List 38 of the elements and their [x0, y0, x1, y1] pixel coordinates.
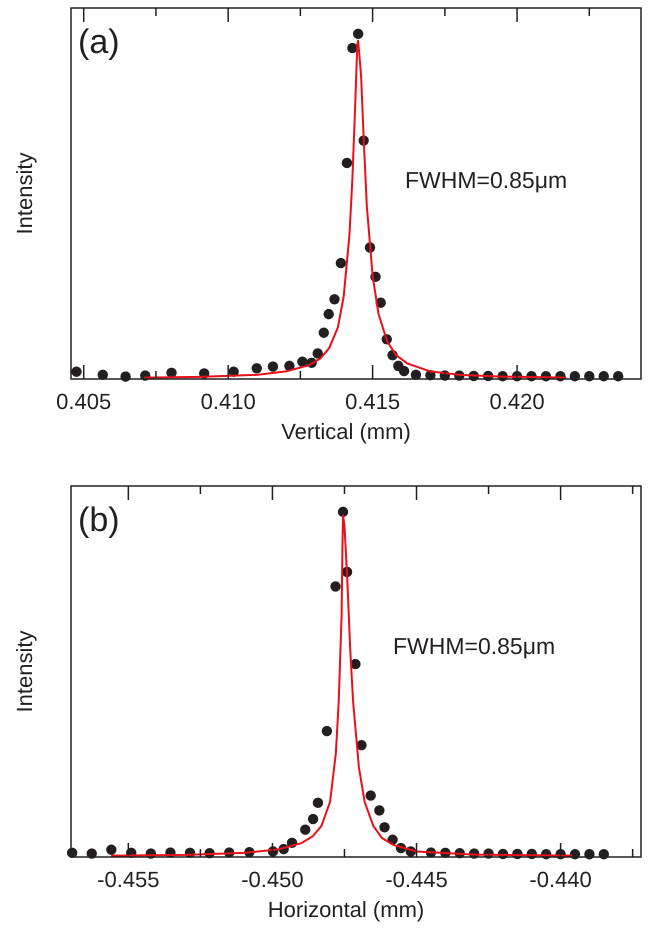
point [252, 363, 262, 374]
point [379, 822, 390, 833]
point [374, 805, 385, 816]
point [322, 726, 332, 736]
point [300, 824, 310, 835]
annotation: FWHM=0.85μm [405, 167, 568, 193]
x-tick-label: -0.455 [97, 867, 160, 892]
y-axis-title: Intensity [12, 630, 37, 712]
point [312, 348, 323, 359]
point [308, 814, 318, 824]
point [329, 294, 340, 304]
x-axis-title: Vertical (mm) [281, 419, 411, 444]
point [336, 258, 346, 268]
x-tick-label: 0.420 [490, 389, 545, 414]
annotation: (b) [78, 501, 120, 539]
point [318, 328, 329, 338]
point [352, 28, 364, 40]
point [365, 790, 376, 801]
annotation: FWHM=0.85μm [393, 633, 556, 659]
point [342, 158, 352, 168]
point [106, 844, 117, 855]
point [312, 798, 324, 808]
x-tick-label: -0.440 [529, 867, 592, 892]
x-tick-label: 0.405 [56, 389, 112, 414]
point [71, 366, 82, 377]
point [338, 506, 348, 518]
x-tick-label: -0.445 [385, 867, 448, 892]
x-tick-label: -0.450 [241, 867, 304, 892]
point [98, 370, 108, 380]
x-tick-label: 0.415 [345, 389, 400, 414]
annotation: (a) [78, 23, 120, 61]
y-axis-title: Intensity [12, 152, 37, 234]
point [324, 308, 334, 320]
point [268, 361, 278, 372]
point [330, 581, 341, 592]
x-axis-title: Horizontal (mm) [268, 897, 424, 922]
point [398, 366, 410, 376]
x-tick-label: 0.410 [200, 389, 256, 414]
